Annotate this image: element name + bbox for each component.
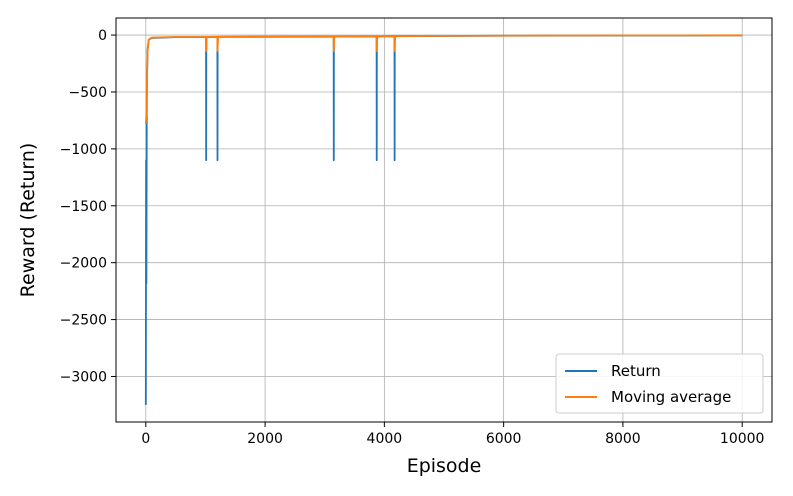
ticks: 0 2000 4000 6000 8000 10000 0 −500 −1000 −1500 −20… xyxy=(60,28,765,447)
y-tick-label: −3000 xyxy=(60,369,107,385)
x-tick-label: 4000 xyxy=(367,431,403,447)
y-axis-label: Reward (Return) xyxy=(17,143,39,298)
y-tick-label: −500 xyxy=(69,85,107,101)
y-tick-label: −2500 xyxy=(60,313,107,329)
x-tick-label: 2000 xyxy=(247,431,283,447)
y-tick-label: −1500 xyxy=(60,199,107,215)
x-tick-label: 8000 xyxy=(605,431,641,447)
legend: Return Moving average xyxy=(555,353,764,414)
y-tick-label: 0 xyxy=(98,28,107,44)
x-tick-label: 0 xyxy=(141,431,150,447)
x-axis-label: Episode xyxy=(407,455,482,477)
series-line-return xyxy=(144,34,743,405)
legend-box xyxy=(555,353,764,414)
series-layer xyxy=(144,34,743,405)
x-tick-label: 10000 xyxy=(720,431,765,447)
x-tick-label: 6000 xyxy=(486,431,522,447)
legend-label-moving-average: Moving average xyxy=(611,388,731,406)
series-line-moving-average xyxy=(144,34,743,124)
y-tick-label: −1000 xyxy=(60,142,107,158)
plot-frame xyxy=(115,17,773,423)
legend-label-return: Return xyxy=(611,362,661,380)
y-tick-label: −2000 xyxy=(60,256,107,272)
